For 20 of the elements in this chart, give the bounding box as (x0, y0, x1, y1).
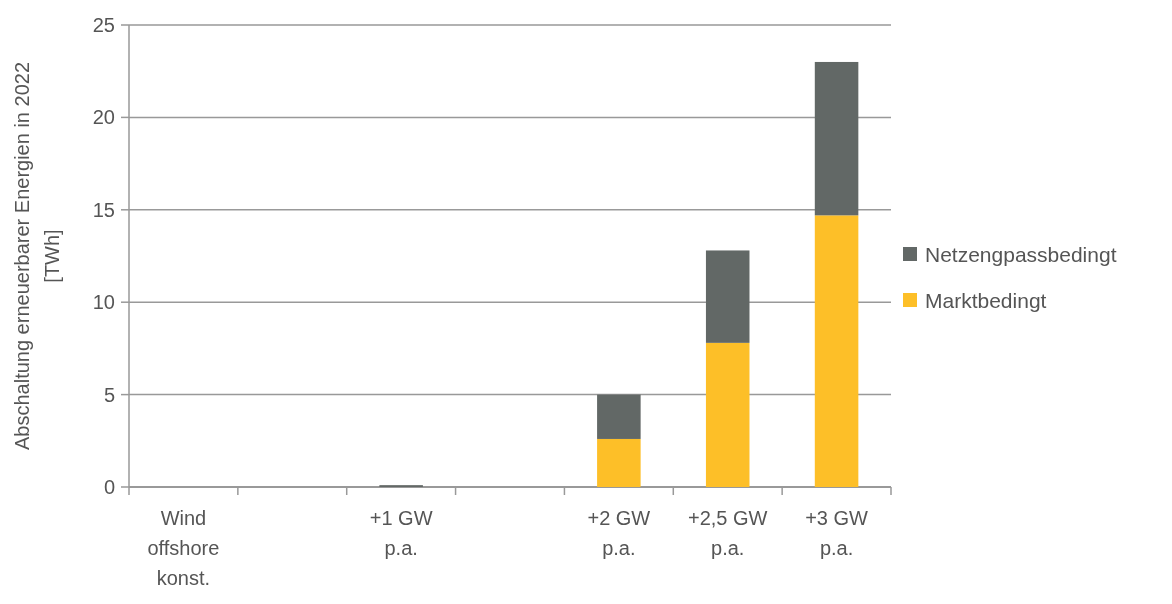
y-tick-label: 20 (92, 106, 115, 129)
bar (814, 215, 859, 487)
bar (814, 61, 859, 216)
x-tick-label: Wind offshore konst. (147, 507, 220, 589)
bar (705, 342, 750, 487)
x-tick-label: +2 GW p.a. (587, 507, 651, 559)
y-tick-label: 10 (92, 291, 115, 314)
x-tick-label: +3 GW p.a. (805, 507, 869, 559)
y-tick-label: 25 (92, 14, 115, 36)
bar (597, 438, 641, 487)
y-axis-title: Abschaltung erneuerbarer Energien in 2022 [TWh] (11, 61, 63, 451)
bar (705, 250, 750, 343)
x-tick-label: +2,5 GW p.a. (687, 507, 768, 559)
legend-label: Netzengpassbedingt (925, 243, 1117, 267)
y-tick-label: 5 (103, 383, 115, 406)
y-tick-label: 0 (103, 476, 115, 498)
y-tick-label: 15 (92, 198, 115, 221)
x-tick-label: +1 GW p.a. (369, 507, 433, 559)
legend-label: Marktbedingt (925, 289, 1047, 313)
bar (597, 394, 641, 439)
